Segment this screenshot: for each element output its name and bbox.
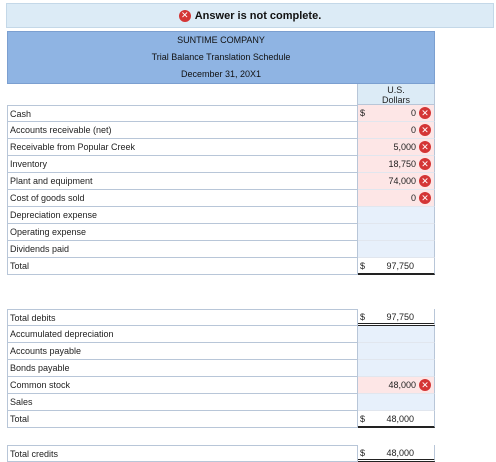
status-message: Answer is not complete. [194,9,322,22]
amount-value: 97,750 [386,312,414,322]
column-header-row: U.S. Dollars [7,84,435,105]
amount-input[interactable]: 18,750 ✕ [358,156,435,173]
row-label: Cash [7,105,358,122]
amount-input[interactable] [358,343,435,360]
error-x-icon: ✕ [419,124,431,136]
error-x-icon: ✕ [419,107,431,119]
table-row: Operating expense [7,224,435,241]
error-x-icon: ✕ [419,379,431,391]
dollar-sign: $ [360,261,366,271]
amount-value: 0 [410,108,416,118]
header-label-spacer [7,84,358,105]
amount-input[interactable] [358,241,435,258]
row-label: Total credits [7,445,358,462]
schedule-header: SUNTIME COMPANY Trial Balance Translatio… [7,31,435,84]
amount-input[interactable] [358,326,435,343]
row-label: Inventory [7,156,358,173]
amount-input[interactable]: $0 ✕ [358,105,435,122]
amount-value: 5,000 [393,142,416,152]
table-row: Total debits $97,750 [7,309,435,326]
table-row: Cash $0 ✕ [7,105,435,122]
amount-value: 0 [410,193,416,203]
status-banner: ✕ Answer is not complete. [6,3,494,28]
amount-input[interactable] [358,394,435,411]
amount-value: 97,750 [386,261,414,271]
amount-input[interactable]: 5,000 ✕ [358,139,435,156]
amount-value: 18,750 [388,159,416,169]
row-label: Total [7,411,358,428]
table-row: Common stock 48,000 ✕ [7,377,435,394]
table-row: Accounts receivable (net) 0 ✕ [7,122,435,139]
table-row: Total credits $48,000 [7,445,435,462]
column-header-line2: Dollars [381,95,410,105]
row-label: Accounts payable [7,343,358,360]
row-label: Depreciation expense [7,207,358,224]
table-row: Sales [7,394,435,411]
table-row: Depreciation expense [7,207,435,224]
table-row: Inventory 18,750 ✕ [7,156,435,173]
table-row: Total $97,750 [7,258,435,275]
spacer-row [7,428,435,445]
error-x-icon: ✕ [419,141,431,153]
row-label: Cost of goods sold [7,190,358,207]
dollar-sign: $ [360,448,366,458]
schedule-title: Trial Balance Translation Schedule [151,52,291,62]
trial-balance-table: U.S. Dollars Cash $0 ✕ Accounts receivable … [7,84,435,462]
company-name: SUNTIME COMPANY [177,35,265,45]
row-label: Total debits [7,309,358,326]
amount-value: 48,000 [386,414,414,424]
column-header-line1: U.S. [387,85,405,95]
amount-value: 0 [410,125,416,135]
amount-input[interactable]: $48,000 [358,411,435,428]
amount-input[interactable]: $48,000 [358,445,435,462]
table-row: Receivable from Popular Creek 5,000 ✕ [7,139,435,156]
row-label: Receivable from Popular Creek [7,139,358,156]
spacer-row [7,275,435,292]
table-row: Cost of goods sold 0 ✕ [7,190,435,207]
amount-input[interactable]: 48,000 ✕ [358,377,435,394]
amount-input[interactable] [358,207,435,224]
x-circle-icon: ✕ [178,9,191,22]
error-x-icon: ✕ [419,192,431,204]
dollar-sign: $ [360,414,366,424]
error-x-icon: ✕ [419,175,431,187]
amount-input[interactable]: 0 ✕ [358,122,435,139]
table-row: Dividends paid [7,241,435,258]
row-label: Accounts receivable (net) [7,122,358,139]
table-row: Bonds payable [7,360,435,377]
row-label: Accumulated depreciation [7,326,358,343]
amount-input[interactable] [358,224,435,241]
row-label: Common stock [7,377,358,394]
amount-input[interactable]: $97,750 [358,309,435,326]
column-header: U.S. Dollars [358,84,435,105]
amount-input[interactable] [358,360,435,377]
dollar-sign: $ [360,312,366,322]
table-row: Accounts payable [7,343,435,360]
table-row: Plant and equipment 74,000 ✕ [7,173,435,190]
amount-value: 48,000 [388,380,416,390]
amount-value: 74,000 [388,176,416,186]
row-label: Plant and equipment [7,173,358,190]
schedule-date: December 31, 20X1 [180,69,262,79]
row-label: Sales [7,394,358,411]
table-row: Accumulated depreciation [7,326,435,343]
spacer-row [7,292,435,309]
amount-input[interactable]: 0 ✕ [358,190,435,207]
amount-input[interactable]: $97,750 [358,258,435,275]
row-label: Total [7,258,358,275]
error-x-icon: ✕ [419,158,431,170]
dollar-sign: $ [360,108,366,118]
row-label: Bonds payable [7,360,358,377]
table-row: Total $48,000 [7,411,435,428]
row-label: Operating expense [7,224,358,241]
amount-input[interactable]: 74,000 ✕ [358,173,435,190]
amount-value: 48,000 [386,448,414,458]
row-label: Dividends paid [7,241,358,258]
